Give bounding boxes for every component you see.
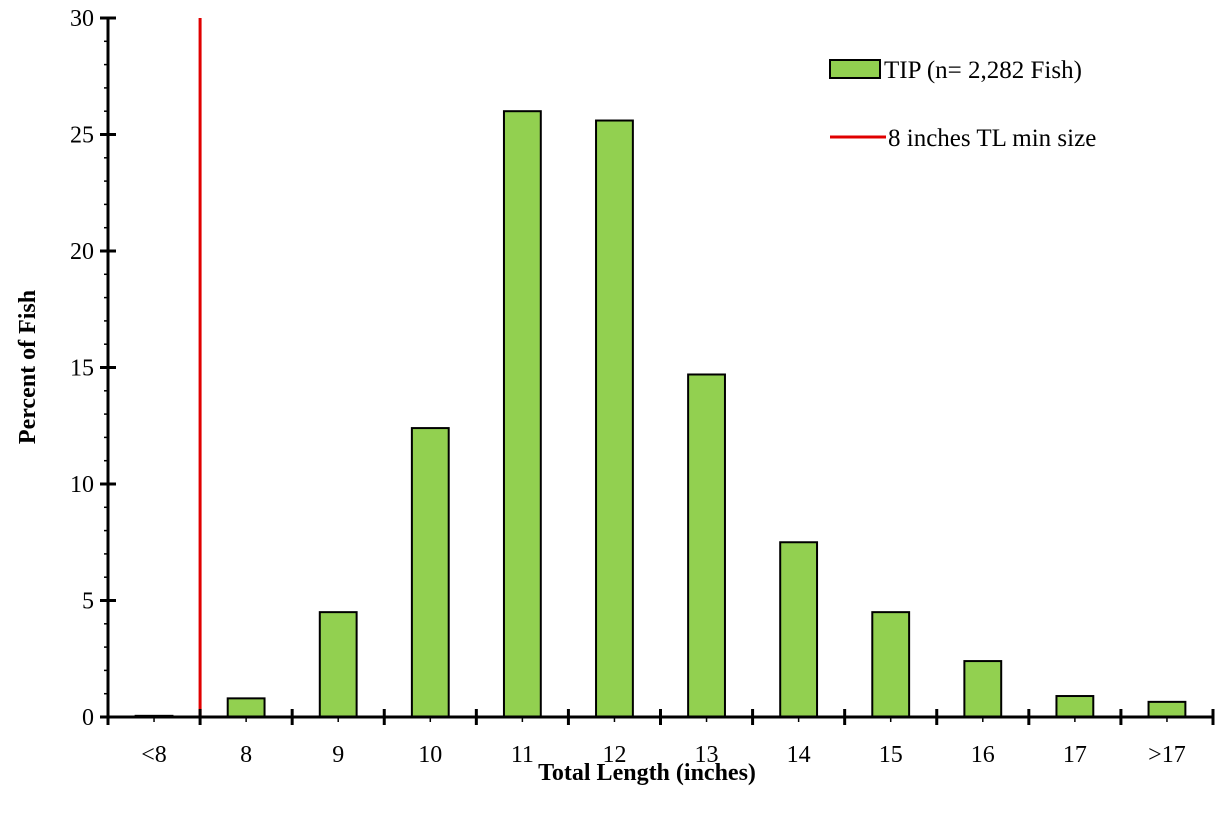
x-tick-label: 16 (971, 742, 995, 768)
y-tick-label: 0 (82, 705, 94, 731)
bar-8 (226, 697, 266, 718)
bar-15 (871, 611, 911, 719)
x-tick-label: 15 (879, 742, 903, 768)
legend-label-bar: TIP (n= 2,282 Fish) (884, 57, 1082, 84)
y-tick-label: 5 (82, 589, 94, 615)
bar-11 (502, 110, 542, 718)
bars-layer (134, 110, 1187, 719)
bar-17 (1055, 695, 1095, 719)
bar-10 (410, 427, 450, 718)
ticks-layer (100, 16, 1215, 725)
x-tick-label: >17 (1148, 742, 1186, 768)
tick-labels-layer: 0 5 10 15 20 25 30 <8 8 9 10 11 12 13 14 15 16 17 >17 (70, 6, 1186, 768)
legend-label-line: 8 inches TL min size (888, 125, 1096, 152)
bar->17 (1147, 700, 1187, 718)
x-axis-title: Total Length (inches) (538, 760, 756, 786)
x-tick-label: 8 (240, 742, 252, 768)
y-tick-label: 25 (70, 123, 94, 149)
x-tick-label: 11 (511, 742, 534, 768)
x-tick-label: <8 (141, 742, 167, 768)
x-tick-label: 14 (787, 742, 811, 768)
y-tick-label: 30 (70, 6, 94, 32)
y-axis-title: Percent of Fish (15, 290, 41, 444)
bar-14 (779, 541, 819, 718)
legend: TIP (n= 2,282 Fish) 8 inches TL min size (829, 57, 1096, 152)
x-tick-label: 17 (1063, 742, 1087, 768)
x-tick-label: 13 (695, 742, 719, 768)
x-tick-label: 9 (332, 742, 344, 768)
y-tick-label: 15 (70, 356, 94, 382)
y-tick-label: 10 (70, 472, 94, 498)
bar-13 (687, 373, 726, 718)
bar-16 (963, 660, 1003, 719)
legend-swatch-bar (829, 59, 881, 79)
x-tick-label: 12 (602, 742, 626, 768)
axes-layer (100, 18, 1213, 719)
bar-9 (318, 611, 358, 719)
bar-12 (595, 119, 634, 718)
x-tick-label: 10 (418, 742, 442, 768)
y-tick-label: 20 (70, 239, 94, 265)
